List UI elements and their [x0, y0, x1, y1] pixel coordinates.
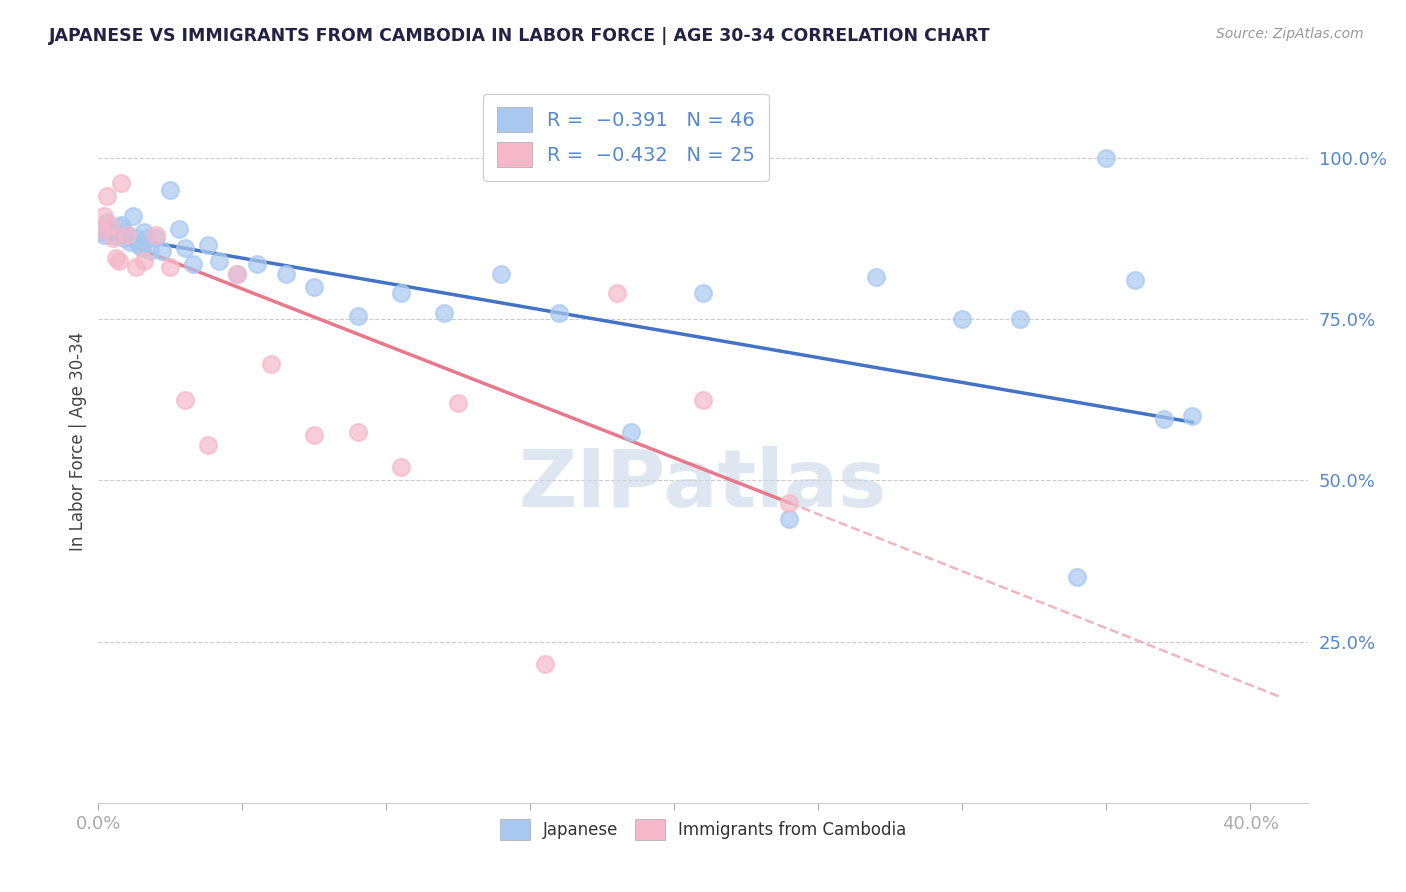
Point	[125, 231, 148, 245]
Point	[150, 244, 173, 259]
Point	[225, 267, 247, 281]
Point	[93, 228, 115, 243]
Point	[115, 227, 138, 241]
Point	[145, 231, 167, 245]
Point	[225, 267, 247, 281]
Point	[96, 215, 118, 229]
Point	[107, 254, 129, 268]
Y-axis label: In Labor Force | Age 30-34: In Labor Force | Age 30-34	[69, 332, 87, 551]
Point	[491, 267, 513, 281]
Point	[260, 357, 283, 371]
Point	[606, 286, 628, 301]
Point	[197, 237, 219, 252]
Point	[304, 279, 326, 293]
Text: JAPANESE VS IMMIGRANTS FROM CAMBODIA IN LABOR FORCE | AGE 30-34 CORRELATION CHAR: JAPANESE VS IMMIGRANTS FROM CAMBODIA IN …	[49, 27, 991, 45]
Point	[159, 183, 181, 197]
Text: Source: ZipAtlas.com: Source: ZipAtlas.com	[1216, 27, 1364, 41]
Point	[692, 392, 714, 407]
Point	[136, 231, 159, 245]
Point	[1181, 409, 1204, 423]
Point	[101, 225, 124, 239]
Point	[122, 209, 145, 223]
Point	[433, 305, 456, 319]
Point	[131, 241, 153, 255]
Point	[389, 460, 412, 475]
Point	[183, 257, 205, 271]
Point	[1008, 312, 1031, 326]
Point	[125, 260, 148, 275]
Point	[134, 225, 156, 239]
Point	[1066, 570, 1088, 584]
Point	[96, 189, 118, 203]
Point	[548, 305, 571, 319]
Point	[173, 392, 195, 407]
Point	[167, 221, 190, 235]
Point	[90, 225, 112, 239]
Point	[110, 219, 132, 233]
Point	[1095, 151, 1118, 165]
Point	[107, 220, 129, 235]
Point	[139, 244, 162, 259]
Point	[98, 219, 121, 233]
Point	[110, 177, 132, 191]
Point	[120, 235, 142, 249]
Point	[134, 254, 156, 268]
Point	[778, 496, 800, 510]
Text: ZIPatlas: ZIPatlas	[519, 446, 887, 524]
Point	[346, 425, 368, 439]
Point	[778, 512, 800, 526]
Point	[197, 438, 219, 452]
Point	[93, 209, 115, 223]
Point	[104, 251, 127, 265]
Point	[246, 257, 269, 271]
Point	[865, 270, 887, 285]
Point	[950, 312, 973, 326]
Point	[101, 231, 124, 245]
Point	[346, 309, 368, 323]
Point	[104, 229, 127, 244]
Point	[112, 231, 135, 245]
Point	[159, 260, 181, 275]
Point	[304, 428, 326, 442]
Point	[115, 228, 138, 243]
Point	[389, 286, 412, 301]
Point	[173, 241, 195, 255]
Point	[98, 221, 121, 235]
Point	[533, 657, 555, 672]
Point	[128, 237, 150, 252]
Point	[208, 254, 231, 268]
Point	[1123, 273, 1146, 287]
Point	[274, 267, 297, 281]
Point	[1153, 412, 1175, 426]
Point	[447, 396, 470, 410]
Point	[145, 228, 167, 243]
Point	[692, 286, 714, 301]
Point	[620, 425, 643, 439]
Legend: Japanese, Immigrants from Cambodia: Japanese, Immigrants from Cambodia	[491, 811, 915, 848]
Point	[90, 221, 112, 235]
